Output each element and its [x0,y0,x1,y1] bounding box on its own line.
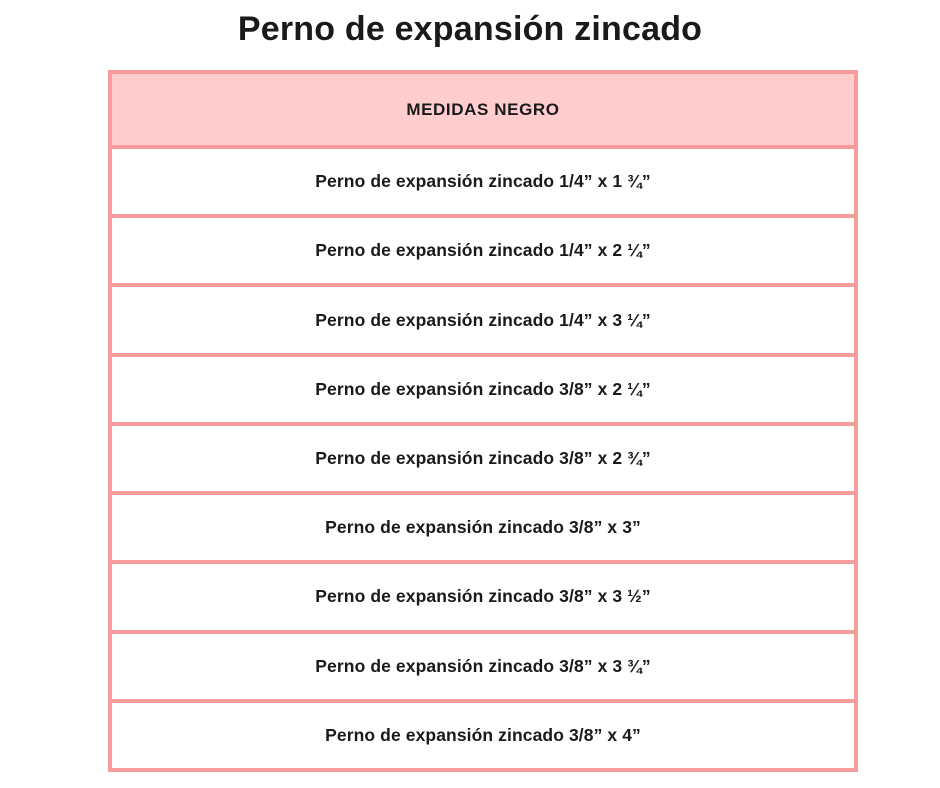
row-size-label: Perno de expansión zincado 1/4” x 1 ¾” [315,171,651,192]
row-size-label: Perno de expansión zincado 1/4” x 2 ¼” [315,240,651,261]
table-row: Perno de expansión zincado 3/8” x 3” [112,491,854,561]
table-row: Perno de expansión zincado 3/8” x 4” [112,698,854,768]
page-title: Perno de expansión zincado [237,10,703,48]
row-size-label: Perno de expansión zincado 1/4” x 3 ¼” [315,309,651,330]
table-row: Perno de expansión zincado 3/8” x 3 ½” [112,560,854,630]
row-size-label: Perno de expansión zincado 3/8” x 3 ½” [315,586,651,607]
row-size-label: Perno de expansión zincado 3/8” x 2 ¾” [315,447,651,468]
table-header-medidas-negro: MEDIDAS NEGRO [112,74,854,145]
row-size-label: Perno de expansión zincado 3/8” x 3” [325,517,641,538]
table-row: Perno de expansión zincado 3/8” x 2 ¾” [112,421,854,492]
row-size-label: Perno de expansión zincado 3/8” x 2 ¼” [315,378,651,399]
table-row: Perno de expansión zincado 3/8” x 2 ¼” [112,352,854,422]
table-row: Perno de expansión zincado 1/4” x 2 ¼” [112,214,854,284]
table-row: Perno de expansión zincado 1/4” x 1 ¾” [112,145,854,215]
row-size-label: Perno de expansión zincado 3/8” x 4” [325,724,641,745]
table-row: Perno de expansión zincado 1/4” x 3 ¼” [112,283,854,353]
table-row: Perno de expansión zincado 3/8” x 3 ¾” [112,629,854,699]
row-size-label: Perno de expansión zincado 3/8” x 3 ¾” [315,655,651,676]
sizes-table: MEDIDAS NEGRO Perno de expansión zincado… [108,70,858,772]
